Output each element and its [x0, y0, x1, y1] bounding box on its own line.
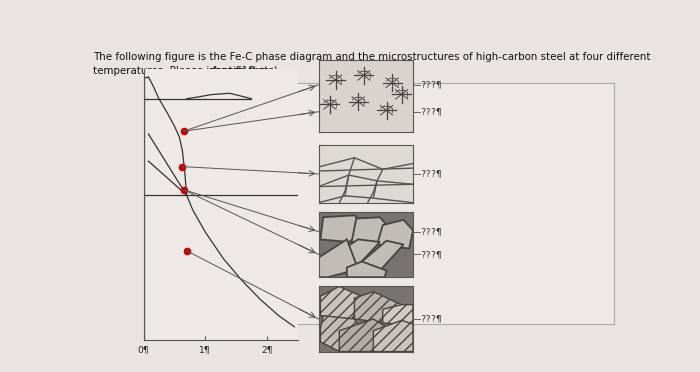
- Polygon shape: [318, 240, 358, 277]
- Text: ???¶: ???¶: [421, 314, 442, 324]
- Text: ???¶: ???¶: [421, 169, 442, 179]
- Text: ???¶: ???¶: [421, 107, 442, 116]
- Polygon shape: [377, 220, 413, 248]
- Polygon shape: [354, 292, 402, 322]
- Text: ???¶: ???¶: [421, 250, 442, 259]
- Polygon shape: [347, 262, 386, 277]
- Polygon shape: [351, 217, 392, 245]
- Text: ???¶: ???¶: [421, 80, 442, 89]
- Polygon shape: [321, 215, 368, 242]
- Polygon shape: [340, 319, 396, 352]
- Text: ???¶: ???¶: [421, 227, 442, 236]
- Polygon shape: [321, 286, 365, 319]
- Polygon shape: [383, 305, 413, 326]
- Polygon shape: [321, 316, 373, 352]
- Text: : (10 pts): : (10 pts): [231, 66, 277, 76]
- Polygon shape: [358, 241, 404, 271]
- Text: temperatures. Please identify the: temperatures. Please identify the: [93, 66, 269, 76]
- Bar: [193, 83, 614, 324]
- Text: phases: phases: [208, 66, 244, 76]
- Polygon shape: [373, 320, 413, 352]
- Polygon shape: [323, 240, 380, 269]
- Text: The following figure is the Fe-C phase diagram and the microstructures of high-c: The following figure is the Fe-C phase d…: [93, 52, 650, 62]
